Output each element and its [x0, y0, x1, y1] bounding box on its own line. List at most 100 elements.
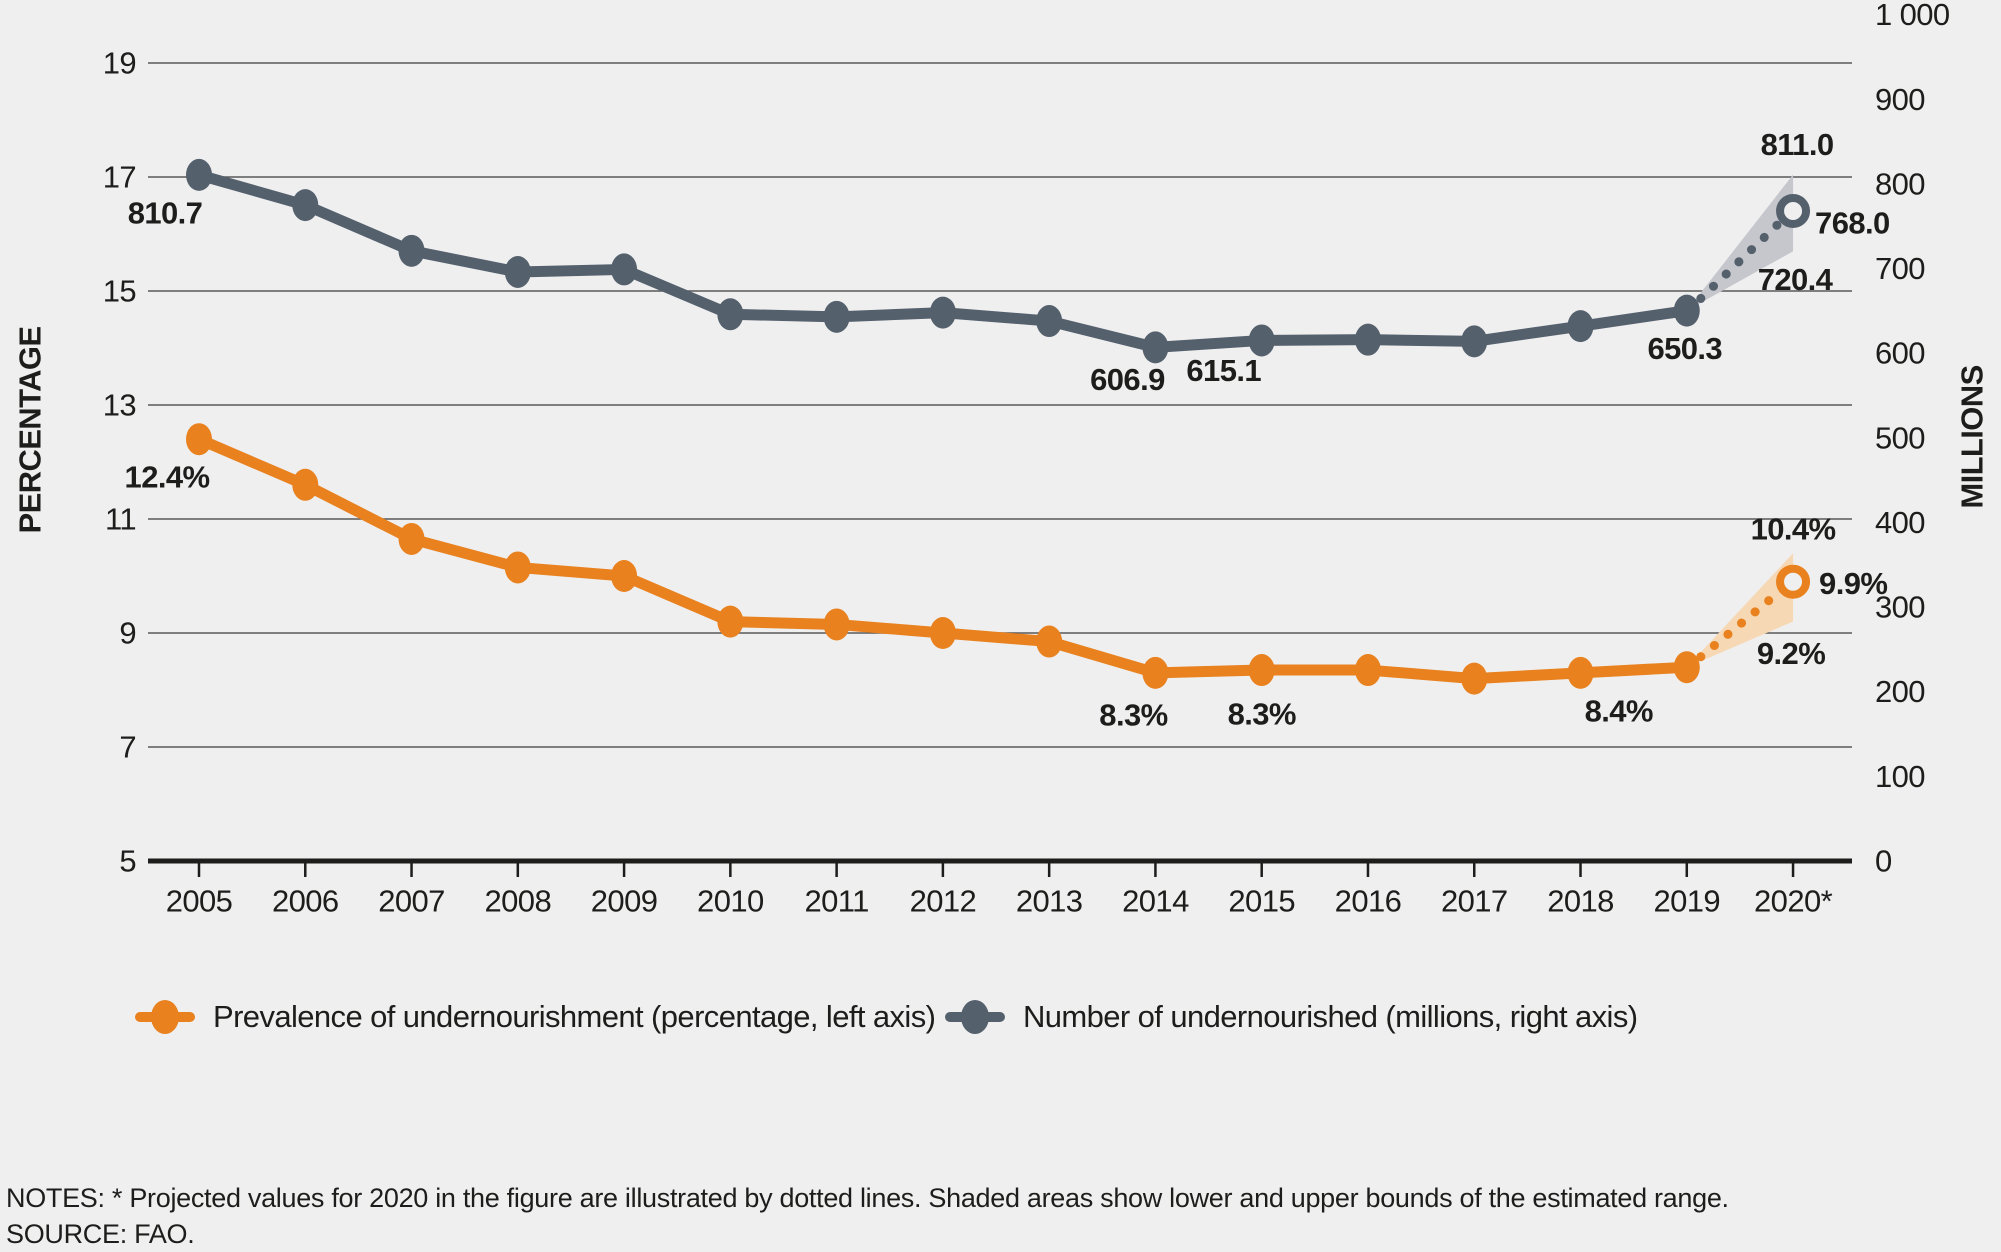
left-tick-label-7: 7: [119, 730, 136, 765]
right-tick-label-1000: 1 000: [1875, 0, 1950, 32]
data-point-0-2013: [1036, 625, 1063, 658]
x-tick-label-2015: 2015: [1228, 884, 1295, 919]
left-axis-title: PERCENTAGE: [13, 326, 48, 533]
left-tick-label-19: 19: [103, 46, 136, 81]
data-point-0-2018: [1567, 656, 1594, 689]
chart-legend: Prevalence of undernourishment (percenta…: [0, 995, 2001, 1045]
x-tick-label-2018: 2018: [1547, 884, 1614, 919]
value-label-9.2%: 9.2%: [1757, 636, 1825, 671]
legend-dot-swatch: [961, 1000, 989, 1034]
data-point-0-2010: [717, 605, 744, 638]
data-point-0-2009: [611, 560, 638, 592]
data-point-1-2011: [823, 300, 850, 333]
x-tick-label-2008: 2008: [485, 884, 552, 919]
data-point-1-2009: [611, 253, 638, 286]
value-label-650.3: 650.3: [1647, 331, 1722, 366]
data-point-0-2014: [1142, 656, 1169, 689]
right-tick-label-400: 400: [1875, 505, 1925, 540]
data-point-1-2005: [186, 158, 212, 191]
value-label-811.0: 811.0: [1761, 127, 1834, 162]
x-tick-label-2011: 2011: [804, 884, 868, 919]
data-point-0-2012: [929, 617, 956, 649]
legend-marker-prevalence-icon: [135, 995, 195, 1039]
figure-notes: NOTES: * Projected values for 2020 in th…: [6, 1180, 1996, 1252]
x-axis-line: [148, 858, 1852, 864]
projected-point-1-2020: [1776, 194, 1811, 229]
data-point-1-2006: [292, 189, 319, 222]
source-line: SOURCE: FAO.: [6, 1219, 195, 1249]
value-label-810.7: 810.7: [128, 195, 203, 230]
value-label-8.3%: 8.3%: [1228, 697, 1296, 732]
legend-item-number: Number of undernourished (millions, righ…: [945, 995, 1638, 1039]
band-1: [1686, 174, 1794, 311]
data-point-0-2011: [823, 608, 850, 641]
right-tick-label-100: 100: [1875, 759, 1925, 794]
value-label-8.3%: 8.3%: [1099, 697, 1167, 732]
data-point-0-2008: [504, 551, 531, 584]
left-tick-label-5: 5: [119, 844, 136, 879]
data-point-0-2005: [186, 423, 212, 456]
left-tick-label-11: 11: [105, 502, 136, 537]
legend-label-prevalence: Prevalence of undernourishment (percenta…: [213, 999, 936, 1034]
x-tick-label-2012: 2012: [910, 884, 977, 919]
value-label-10.4%: 10.4%: [1751, 512, 1836, 547]
x-tick-label-2009: 2009: [591, 884, 658, 919]
data-point-1-2019: [1673, 294, 1700, 327]
x-tick-label-2006: 2006: [272, 884, 339, 919]
value-label-615.1: 615.1: [1186, 353, 1261, 388]
data-point-1-2007: [398, 234, 425, 267]
legend-marker-number-icon: [945, 995, 1005, 1039]
right-tick-label-200: 200: [1875, 674, 1925, 709]
data-point-1-2018: [1567, 310, 1594, 343]
value-label-768.0: 768.0: [1815, 206, 1890, 241]
right-tick-label-600: 600: [1875, 336, 1925, 371]
data-point-1-2012: [929, 296, 956, 329]
right-tick-label-0: 0: [1875, 844, 1892, 879]
right-tick-label-500: 500: [1875, 420, 1925, 455]
right-axis-title: MILLIONS: [1955, 365, 1990, 508]
x-tick-label-2010: 2010: [697, 884, 764, 919]
data-point-1-2014: [1142, 331, 1169, 364]
notes-line: NOTES: * Projected values for 2020 in th…: [6, 1183, 1729, 1213]
data-point-1-2017: [1461, 325, 1488, 358]
value-label-8.4%: 8.4%: [1585, 694, 1653, 729]
data-point-1-2016: [1354, 323, 1381, 356]
projection-dotted-line-1: [1696, 220, 1782, 303]
left-tick-label-13: 13: [103, 388, 136, 423]
data-point-0-2019: [1673, 651, 1700, 684]
data-point-1-2010: [717, 298, 744, 331]
right-tick-label-700: 700: [1875, 251, 1925, 286]
data-point-0-2016: [1354, 654, 1381, 687]
left-tick-label-17: 17: [103, 160, 136, 195]
x-tick-label-2019: 2019: [1653, 884, 1720, 919]
legend-label-number: Number of undernourished (millions, righ…: [1023, 999, 1638, 1034]
data-point-0-2007: [398, 522, 425, 555]
data-point-1-2008: [504, 255, 531, 288]
right-tick-label-300: 300: [1875, 590, 1925, 625]
value-label-12.4%: 12.4%: [125, 460, 210, 495]
x-tick-label-2014: 2014: [1122, 884, 1189, 919]
data-point-1-2013: [1036, 305, 1063, 338]
x-tick-label-2016: 2016: [1335, 884, 1402, 919]
x-tick-label-2005: 2005: [166, 884, 233, 919]
data-point-0-2015: [1248, 654, 1275, 687]
left-tick-label-15: 15: [103, 274, 136, 309]
value-label-9.9%: 9.9%: [1819, 566, 1887, 601]
value-label-606.9: 606.9: [1090, 362, 1165, 397]
x-tick-label-2017: 2017: [1441, 884, 1508, 919]
right-tick-label-800: 800: [1875, 166, 1925, 201]
x-tick-label-2007: 2007: [378, 884, 445, 919]
data-point-0-2006: [292, 468, 319, 501]
left-tick-label-9: 9: [119, 616, 136, 651]
legend-item-prevalence: Prevalence of undernourishment (percenta…: [135, 995, 936, 1039]
value-label-720.4: 720.4: [1758, 262, 1834, 297]
x-tick-label-2020*: 2020*: [1754, 884, 1833, 919]
right-tick-label-900: 900: [1875, 82, 1925, 117]
projection-dotted-line-0: [1696, 589, 1782, 662]
legend-dot-swatch: [151, 1000, 179, 1034]
data-point-0-2017: [1461, 662, 1488, 695]
projected-point-0-2020: [1776, 564, 1811, 599]
x-tick-label-2013: 2013: [1016, 884, 1083, 919]
